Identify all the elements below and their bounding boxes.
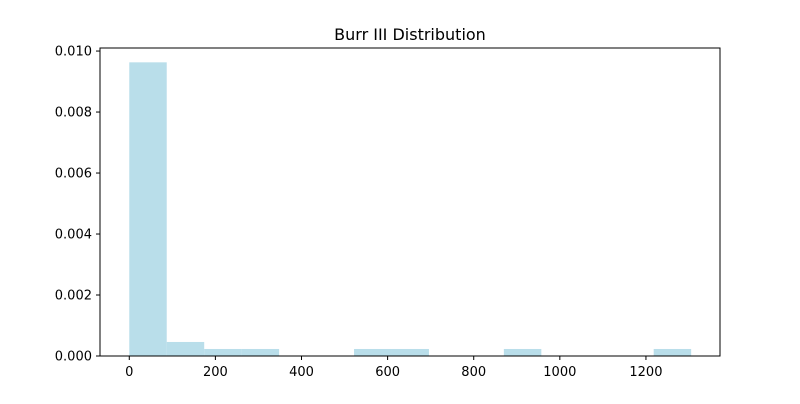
x-tick-label: 400 [289, 365, 314, 380]
histogram-bar [204, 348, 242, 356]
histogram-bar [129, 62, 167, 356]
y-tick-label: 0.002 [55, 289, 92, 304]
axes-layer: 0 200 400 600 800 1000 1200 0.000 0.002 0.004 0.00… [55, 45, 663, 380]
x-tick-label: 0 [125, 365, 133, 380]
x-tick-label: 200 [203, 365, 228, 380]
x-tick-label: 800 [461, 365, 486, 380]
x-tick-label: 1200 [629, 365, 662, 380]
histogram-bar [391, 348, 429, 356]
histogram-bar [503, 348, 542, 356]
x-tick-label: 1000 [543, 365, 576, 380]
bars-layer [129, 62, 692, 356]
histogram-bar [354, 348, 392, 356]
y-tick-label: 0.008 [55, 106, 92, 121]
y-tick-label: 0.004 [55, 228, 92, 243]
y-tick-label: 0.000 [55, 350, 92, 365]
x-tick-label: 600 [375, 365, 400, 380]
plot-frame [99, 47, 721, 357]
chart-title: Burr III Distribution [334, 25, 486, 44]
y-tick-label: 0.006 [55, 167, 92, 182]
histogram-bar [166, 341, 205, 356]
y-tick-label: 0.010 [55, 45, 92, 60]
histogram-bar [241, 348, 280, 356]
histogram-bar [653, 348, 692, 356]
